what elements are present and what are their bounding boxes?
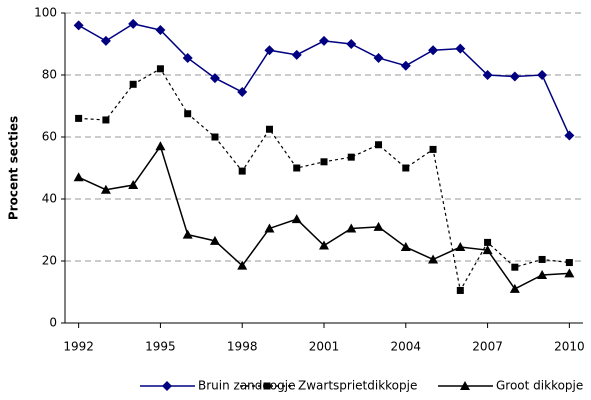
series-line [78,144,570,290]
marker [537,269,548,279]
marker [155,141,166,151]
marker [400,60,411,71]
marker [402,164,410,172]
marker [347,153,355,161]
marker [456,286,464,294]
marker [373,221,384,231]
marker [482,70,493,80]
marker [128,18,139,29]
y-tick-label: 60 [42,130,57,144]
x-tick-label: 1992 [63,340,94,354]
y-tick-label: 40 [42,192,57,206]
series-line [78,67,570,293]
marker [102,116,110,124]
marker [429,145,437,153]
marker [511,263,519,271]
marker [156,65,164,73]
y-tick-label: 80 [42,68,57,82]
marker [184,110,192,118]
marker [73,20,84,31]
legend-item: Zwartsprietdikkopje [240,379,417,393]
legend-label: Zwartsprietdikkopje [298,379,417,393]
legend-label: Groot dikkopje [496,379,583,393]
marker [237,87,248,98]
marker [565,259,573,267]
y-tick-label: 100 [34,6,57,20]
marker [320,158,328,166]
marker [182,52,193,63]
x-tick-label: 2007 [472,340,503,354]
marker [509,71,520,82]
marker [128,180,139,190]
marker [319,240,329,250]
x-tick-label: 2001 [309,340,340,354]
legend-marker [162,381,172,391]
marker [182,229,193,239]
marker [73,172,84,182]
legend-item: Groot dikkopje [438,379,583,393]
marker [564,130,575,141]
marker [375,141,383,149]
marker [265,125,273,133]
marker [238,167,246,175]
marker [100,184,111,194]
marker [264,223,275,233]
x-tick-label: 1998 [227,340,258,354]
marker [291,49,302,60]
marker [209,235,220,245]
marker [482,245,493,255]
y-axis-label: Procent secties [7,116,21,220]
legend-marker [263,382,271,390]
marker [564,268,575,278]
marker [455,242,466,252]
marker [155,25,166,36]
x-tick-label: 2004 [391,340,422,354]
marker [237,260,248,270]
marker [293,164,301,172]
marker [319,35,329,46]
marker [538,255,546,263]
marker [211,133,219,141]
marker [484,238,492,246]
marker [264,45,275,56]
marker [291,214,302,224]
y-tick-label: 20 [42,254,57,268]
marker [129,80,137,88]
legend-marker [460,381,470,390]
marker [209,73,220,84]
marker [400,242,411,252]
marker [509,283,520,293]
marker [100,35,111,46]
marker [428,254,439,264]
marker [75,114,83,122]
x-tick-label: 1995 [145,340,176,354]
y-tick-label: 0 [49,316,57,330]
marker [346,223,357,233]
marker [373,52,384,63]
x-tick-label: 2010 [554,340,585,354]
marker [428,45,439,56]
marker [346,39,357,49]
marker [537,70,548,80]
marker [455,43,466,54]
